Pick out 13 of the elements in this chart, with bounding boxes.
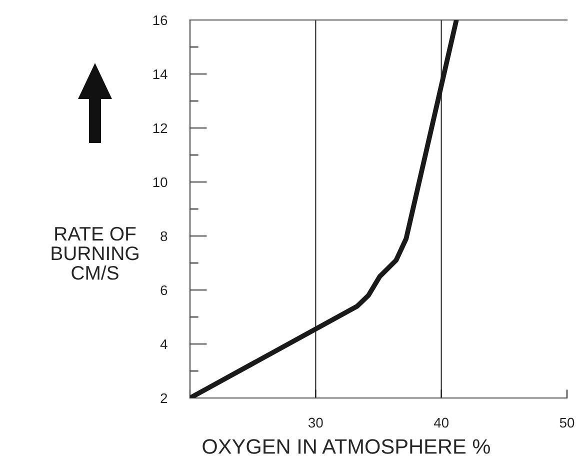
- y-tick-label: 4: [160, 339, 168, 350]
- y-tick-label: 16: [153, 15, 168, 26]
- x-tick-label: 40: [434, 418, 449, 428]
- y-tick-label: 8: [160, 231, 168, 242]
- y-tick-label: 6: [160, 285, 168, 296]
- y-axis-title: RATE OF BURNING CM/S: [52, 226, 138, 280]
- x-tick-label: 50: [560, 418, 574, 428]
- y-tick-label: 12: [153, 123, 168, 134]
- y-tick-label: 2: [160, 393, 168, 404]
- y-tick-label: 10: [153, 177, 168, 188]
- x-axis-title: OXYGEN IN ATMOSPHERE %: [202, 439, 490, 454]
- y-tick-label: 14: [153, 69, 168, 80]
- x-tick-label: 30: [308, 418, 323, 428]
